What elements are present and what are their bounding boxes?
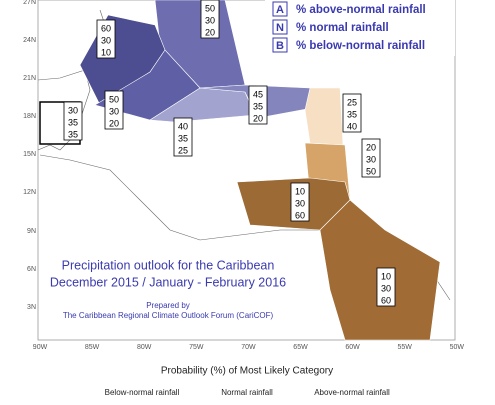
lon-label: 65W [293,344,308,351]
lat-label: 15N [23,151,36,158]
probability-value: 50 [205,3,215,13]
legend-key: A [276,4,284,16]
legend-key-box [272,19,288,35]
probability-value: 60 [381,295,391,305]
map-title: Precipitation outlook for the Caribbean [62,258,275,272]
region [304,87,344,146]
legend-key: N [276,22,284,34]
probability-box [361,138,381,178]
probability-value: 10 [101,47,111,57]
lon-label: 60W [345,344,360,351]
probability-value: 25 [347,97,357,107]
probability-boxes: 50 30 20 60 30 10 50 30 20 30 35 35 40 35 25 45 35 20 25 35… [63,0,396,307]
lat-label: 24N [23,37,36,44]
lat-label: 6N [27,266,36,273]
probability-value: 30 [109,106,119,116]
probability-value: 50 [109,94,119,104]
lat-label: 27N [23,0,36,6]
lon-label: 55W [397,344,412,351]
probability-value: 20 [109,118,119,128]
legend-key-box [272,1,288,17]
lat-label: 18N [23,113,36,120]
probability-value: 20 [253,113,263,123]
footer-title: Probability (%) of Most Likely Category [161,366,333,377]
lat-label: 12N [23,189,36,196]
probability-value: 30 [295,198,305,208]
credit: Prepared by [146,301,190,310]
lon-label: 75W [189,344,204,351]
probability-value: 30 [205,15,215,25]
footer-category: Below-normal rainfall [105,388,180,397]
credit: The Caribbean Regional Climate Outlook F… [63,311,274,320]
probability-box [96,19,116,59]
probability-value: 30 [101,35,111,45]
legend-label: % above-normal rainfall [296,4,426,16]
legend-label: % below-normal rainfall [296,40,425,52]
probability-box [248,85,268,125]
legend-label: % normal rainfall [296,22,389,34]
probability-value: 30 [68,105,78,115]
probability-box [200,0,220,39]
probability-value: 30 [381,283,391,293]
probability-value: 60 [101,23,111,33]
probability-value: 10 [381,271,391,281]
footer-category: Normal rainfall [221,388,273,397]
lat-label: 21N [23,75,36,82]
probability-value: 35 [68,117,78,127]
footer-category: Above-normal rainfall [314,388,390,397]
probability-value: 40 [347,121,357,131]
legend-key-box [272,37,288,53]
probability-value: 30 [366,154,376,164]
legend-box [265,0,455,56]
probability-value: 60 [295,210,305,220]
probability-value: 50 [366,166,376,176]
legend: A % above-normal rainfall N % normal rainfa… [272,1,426,53]
probability-value: 45 [253,89,263,99]
probability-value: 35 [68,129,78,139]
legend-key: B [276,40,284,52]
lon-label: 80W [137,344,152,351]
lon-label: 70W [241,344,256,351]
probability-value: 10 [295,186,305,196]
probability-value: 40 [178,121,188,131]
probability-box [376,267,396,307]
lat-label: 3N [27,304,36,311]
probability-value: 20 [205,27,215,37]
lon-label: 85W [85,344,100,351]
lat-label: 9N [27,228,36,235]
probability-box [173,117,193,157]
probability-value: 25 [178,145,188,155]
probability-box [104,90,124,130]
probability-value: 20 [366,142,376,152]
probability-box [290,182,310,222]
map-subtitle: December 2015 / January - February 2016 [50,275,286,289]
probability-value: 35 [347,109,357,119]
lon-label: 90W [33,344,48,351]
probability-box [63,101,83,141]
probability-value: 35 [178,133,188,143]
probability-value: 35 [253,101,263,111]
lon-label: 50W [450,344,465,351]
probability-box [342,93,362,133]
